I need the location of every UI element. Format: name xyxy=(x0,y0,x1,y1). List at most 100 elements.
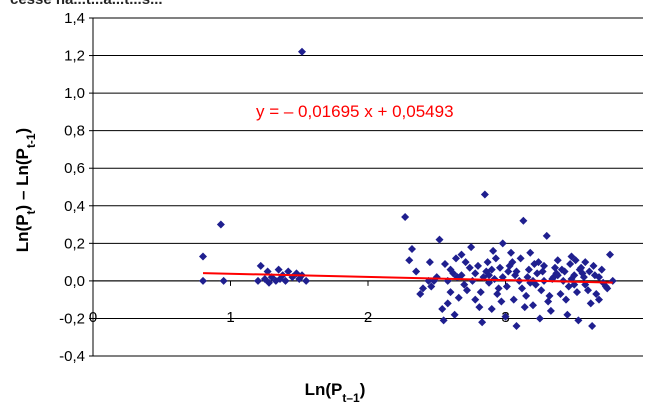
data-point xyxy=(509,295,518,304)
data-point xyxy=(535,314,544,323)
trend-line xyxy=(202,272,613,284)
data-point xyxy=(405,256,414,265)
data-point xyxy=(302,276,311,285)
data-point xyxy=(573,288,581,297)
y-axis-title-a-sub: t xyxy=(24,210,38,214)
data-point xyxy=(460,280,469,289)
y-tick-label: 1,0 xyxy=(64,85,85,102)
data-point xyxy=(563,310,572,319)
x-axis-title-close: ) xyxy=(360,380,366,399)
grid-lines xyxy=(89,17,643,357)
data-point xyxy=(284,267,293,276)
y-axis-title: Ln(Pt) – Ln(Pt-1) xyxy=(13,128,38,252)
data-point xyxy=(574,316,583,325)
data-point xyxy=(534,258,543,267)
data-point xyxy=(439,316,448,325)
data-point xyxy=(606,250,614,259)
x-tick-label: 1 xyxy=(226,309,234,326)
data-point xyxy=(416,290,425,299)
data-point xyxy=(483,258,492,267)
data-point xyxy=(219,276,228,285)
data-point xyxy=(502,282,511,291)
data-point xyxy=(519,216,528,225)
data-point xyxy=(520,303,529,312)
data-point xyxy=(498,239,507,248)
data-point xyxy=(504,267,513,276)
data-point xyxy=(524,265,533,274)
y-axis-title-b-main: Ln(P xyxy=(13,148,32,186)
data-point xyxy=(501,312,510,321)
data-point xyxy=(507,248,515,257)
y-axis-title-a-main: Ln(P xyxy=(13,214,32,252)
data-point xyxy=(589,261,598,270)
y-tick-label: 0,0 xyxy=(64,273,85,290)
data-point xyxy=(592,290,601,299)
data-point xyxy=(562,295,570,304)
data-point xyxy=(516,254,525,263)
data-point xyxy=(544,297,553,306)
data-point xyxy=(471,269,480,278)
data-point xyxy=(452,254,460,263)
data-point xyxy=(487,305,496,314)
data-point xyxy=(450,310,459,319)
data-point xyxy=(465,263,474,272)
data-point xyxy=(581,258,590,267)
data-point xyxy=(463,286,471,295)
data-point xyxy=(588,321,597,330)
y-axis-title-minus: – xyxy=(13,186,32,205)
data-point xyxy=(512,267,521,276)
data-point xyxy=(489,246,498,255)
y-tick-label: 0,2 xyxy=(64,235,85,252)
y-axis-title-a-close: ) xyxy=(13,205,32,211)
y-tick-label: 0,6 xyxy=(64,160,85,177)
data-point xyxy=(570,271,579,280)
data-point xyxy=(553,256,562,265)
data-point xyxy=(557,265,566,274)
data-point xyxy=(538,267,547,276)
y-tick-label: 1,4 xyxy=(64,10,85,27)
data-point xyxy=(425,258,434,267)
data-point xyxy=(461,258,470,267)
data-points xyxy=(199,47,617,330)
data-point xyxy=(480,190,489,199)
data-point xyxy=(276,275,284,284)
data-point xyxy=(494,284,503,293)
data-point xyxy=(199,276,207,285)
data-point xyxy=(454,293,463,302)
data-point xyxy=(471,295,480,304)
data-point xyxy=(546,306,555,315)
data-point xyxy=(571,256,580,265)
data-point xyxy=(491,254,500,263)
data-point xyxy=(496,263,504,272)
data-point xyxy=(542,231,551,240)
x-axis-title-sub: t–1 xyxy=(342,391,360,402)
data-point xyxy=(408,244,416,253)
y-tick-label: -0,4 xyxy=(59,348,85,365)
data-point xyxy=(412,267,421,276)
data-point xyxy=(441,259,449,268)
data-point xyxy=(474,261,482,270)
data-point xyxy=(586,299,595,308)
data-point xyxy=(446,288,455,297)
data-point xyxy=(443,299,452,308)
data-point xyxy=(566,259,575,268)
x-axis-title: Ln(Pt–1) xyxy=(305,380,366,402)
data-point xyxy=(476,288,485,297)
data-point xyxy=(540,261,548,270)
data-point xyxy=(556,290,565,299)
data-point xyxy=(493,290,502,299)
data-point xyxy=(265,278,273,287)
data-point xyxy=(505,261,514,270)
y-tick-label: 1,2 xyxy=(64,48,85,65)
data-point xyxy=(256,261,265,270)
data-point xyxy=(537,286,546,295)
data-point xyxy=(553,271,562,280)
data-point xyxy=(263,267,272,276)
data-point xyxy=(564,282,573,291)
data-point xyxy=(529,301,537,310)
data-point xyxy=(419,284,427,293)
caption-fragment: cesse na...t...a...t...s... xyxy=(10,0,163,8)
y-tick-label: -0,2 xyxy=(59,310,85,327)
y-tick-label: 0,4 xyxy=(64,198,85,215)
data-point xyxy=(522,291,531,300)
